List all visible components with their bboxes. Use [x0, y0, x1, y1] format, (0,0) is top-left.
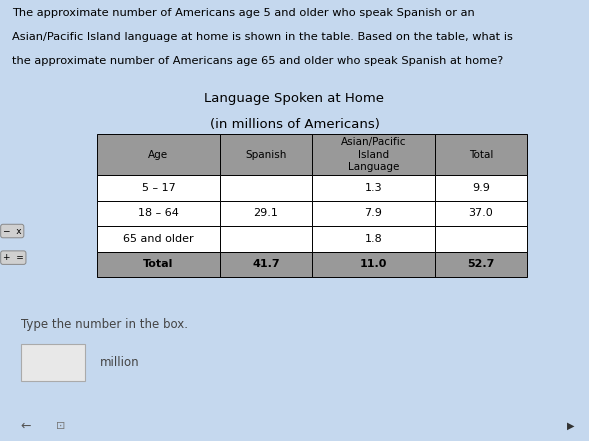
- Bar: [97, 252, 220, 277]
- Text: ←: ←: [21, 419, 31, 433]
- Bar: [312, 252, 435, 277]
- Text: 52.7: 52.7: [467, 259, 495, 269]
- Bar: [435, 226, 527, 252]
- Bar: [97, 175, 220, 201]
- Text: 1.8: 1.8: [365, 234, 382, 244]
- Bar: [97, 135, 220, 175]
- Bar: [435, 201, 527, 226]
- Bar: [220, 226, 312, 252]
- Text: 7.9: 7.9: [365, 209, 382, 218]
- Text: Spanish: Spanish: [245, 150, 287, 160]
- Text: 29.1: 29.1: [253, 209, 279, 218]
- Bar: [312, 226, 435, 252]
- Bar: [220, 252, 312, 277]
- Text: Total: Total: [469, 150, 493, 160]
- Text: 18 – 64: 18 – 64: [138, 209, 179, 218]
- Text: 37.0: 37.0: [469, 209, 494, 218]
- Bar: [97, 201, 220, 226]
- Text: The approximate number of Americans age 5 and older who speak Spanish or an: The approximate number of Americans age …: [12, 8, 475, 19]
- Text: Asian/Pacific
Island
Language: Asian/Pacific Island Language: [340, 137, 406, 172]
- Text: ⊡: ⊡: [56, 421, 65, 431]
- Bar: [21, 344, 85, 381]
- Text: 9.9: 9.9: [472, 183, 490, 193]
- Bar: [312, 135, 435, 175]
- Bar: [435, 252, 527, 277]
- Bar: [435, 135, 527, 175]
- Text: Type the number in the box.: Type the number in the box.: [21, 318, 188, 331]
- Bar: [220, 135, 312, 175]
- Bar: [312, 175, 435, 201]
- Text: 11.0: 11.0: [360, 259, 387, 269]
- Text: the approximate number of Americans age 65 and older who speak Spanish at home?: the approximate number of Americans age …: [12, 56, 503, 66]
- Text: 41.7: 41.7: [252, 259, 280, 269]
- Text: Total: Total: [143, 259, 174, 269]
- Text: Language Spoken at Home: Language Spoken at Home: [204, 93, 385, 105]
- Text: (in millions of Americans): (in millions of Americans): [210, 118, 379, 131]
- Text: Age: Age: [148, 150, 168, 160]
- Text: 5 – 17: 5 – 17: [141, 183, 176, 193]
- Bar: [97, 226, 220, 252]
- Text: Asian/Pacific Island language at home is shown in the table. Based on the table,: Asian/Pacific Island language at home is…: [12, 32, 512, 42]
- Bar: [220, 175, 312, 201]
- Text: million: million: [100, 356, 140, 369]
- Text: +  =: + =: [3, 253, 24, 262]
- Bar: [220, 201, 312, 226]
- Text: −  x: − x: [3, 227, 22, 235]
- Text: 1.3: 1.3: [365, 183, 382, 193]
- Bar: [435, 175, 527, 201]
- Text: 65 and older: 65 and older: [123, 234, 194, 244]
- Bar: [312, 201, 435, 226]
- Text: ▶: ▶: [567, 421, 574, 431]
